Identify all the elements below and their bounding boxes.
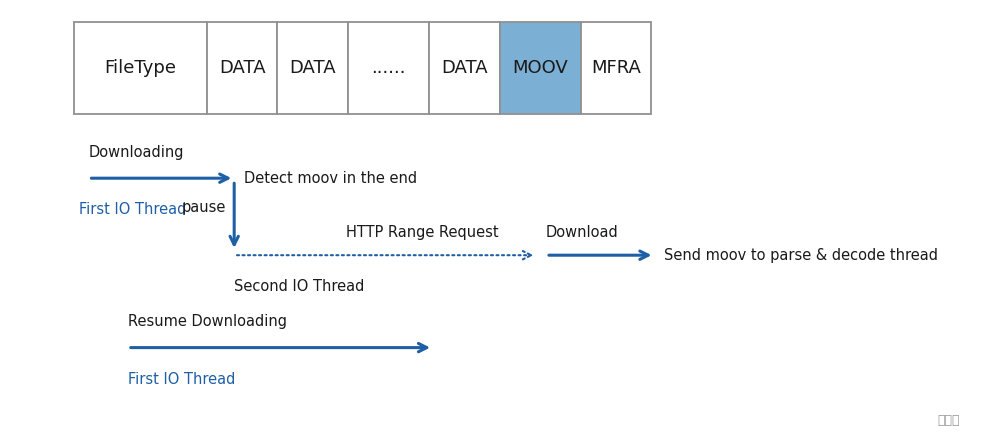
Text: Send moov to parse & decode thread: Send moov to parse & decode thread bbox=[664, 248, 938, 263]
Text: Downloading: Downloading bbox=[89, 145, 184, 160]
Bar bbox=[74, 22, 207, 114]
Text: pause: pause bbox=[182, 200, 226, 216]
Text: Second IO Thread: Second IO Thread bbox=[234, 279, 364, 294]
Text: Detect moov in the end: Detect moov in the end bbox=[244, 171, 417, 186]
Text: Resume Downloading: Resume Downloading bbox=[128, 314, 287, 329]
Text: DATA: DATA bbox=[218, 59, 266, 77]
Text: MOOV: MOOV bbox=[513, 59, 568, 77]
Bar bbox=[429, 22, 500, 114]
Text: ......: ...... bbox=[371, 59, 406, 77]
Bar bbox=[500, 22, 581, 114]
Text: MFRA: MFRA bbox=[591, 59, 641, 77]
Bar bbox=[207, 22, 277, 114]
Text: HTTP Range Request: HTTP Range Request bbox=[346, 225, 499, 240]
Text: First IO Thread: First IO Thread bbox=[128, 372, 235, 387]
Text: DATA: DATA bbox=[441, 59, 488, 77]
Text: Download: Download bbox=[546, 225, 619, 240]
Bar bbox=[581, 22, 651, 114]
Text: First IO Thread: First IO Thread bbox=[79, 202, 186, 217]
Text: DATA: DATA bbox=[289, 59, 337, 77]
Text: FileType: FileType bbox=[104, 59, 176, 77]
Text: 亿速云: 亿速云 bbox=[937, 414, 959, 427]
Bar bbox=[277, 22, 348, 114]
Bar bbox=[348, 22, 429, 114]
